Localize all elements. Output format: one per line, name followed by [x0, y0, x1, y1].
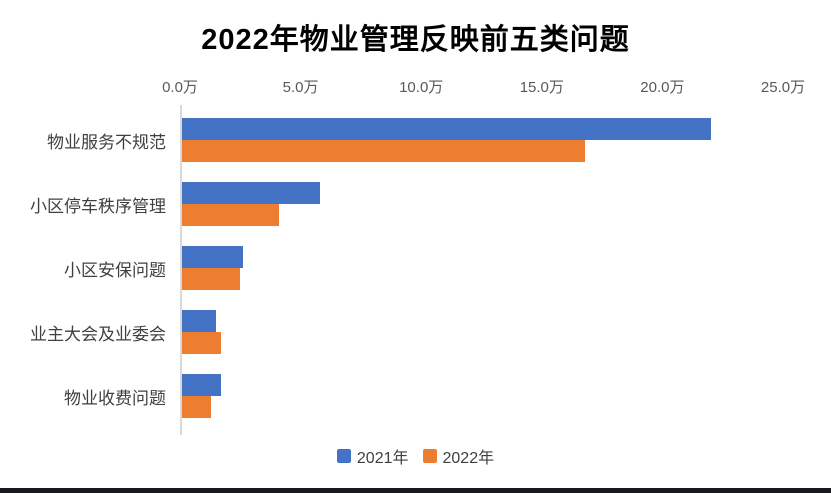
x-tick-label: 5.0万 [282, 79, 319, 96]
bar-2021年 [180, 246, 243, 268]
legend-swatch [336, 449, 351, 463]
bar-2022年 [180, 140, 586, 162]
bar-2021年 [180, 182, 320, 204]
chart-row: 小区停车秩序管理 [0, 182, 783, 226]
bar-group [180, 310, 783, 354]
x-tick-label: 0.0万 [162, 79, 198, 96]
legend-label: 2022年 [442, 450, 495, 467]
plot-area: 物业服务不规范小区停车秩序管理小区安保问题业主大会及业委会物业收费问题 [0, 105, 783, 418]
legend-swatch [422, 449, 437, 463]
x-tick-label: 10.0万 [399, 79, 444, 96]
bar-2021年 [180, 118, 711, 140]
bar-group [180, 118, 783, 162]
bar-2022年 [180, 204, 279, 226]
bar-group [180, 374, 783, 418]
bar-group [180, 182, 783, 226]
category-label: 物业收费问题 [64, 388, 166, 408]
x-tick-label: 25.0万 [760, 79, 806, 96]
chart-row: 业主大会及业委会 [0, 310, 783, 354]
bar-2022年 [180, 396, 212, 418]
window-bottom-edge [0, 488, 831, 493]
bar-2021年 [180, 310, 217, 332]
category-label: 业主大会及业委会 [30, 324, 166, 344]
x-tick-label: 15.0万 [519, 79, 564, 96]
x-axis: 0.0万 5.0万 10.0万 15.0万 20.0万 25.0万 [162, 76, 805, 96]
chart-row: 物业收费问题 [0, 374, 783, 418]
legend-item-2021年: 2021年 [336, 444, 409, 468]
bar-2021年 [180, 374, 221, 396]
y-axis-line [180, 105, 182, 435]
category-label: 物业服务不规范 [47, 132, 166, 152]
bar-group [180, 246, 783, 290]
chart-row: 物业服务不规范 [0, 118, 783, 162]
category-label: 小区停车秩序管理 [30, 196, 166, 216]
legend-item-2022年: 2022年 [422, 444, 495, 468]
chart-title: 2022年物业管理反映前五类问题 [201, 24, 630, 56]
bar-2022年 [180, 268, 241, 290]
chart-row: 小区安保问题 [0, 246, 783, 290]
legend: 2021年 2022年 [0, 444, 831, 468]
legend-label: 2021年 [356, 450, 409, 467]
bar-2022年 [180, 332, 221, 354]
category-label: 小区安保问题 [64, 260, 166, 280]
x-tick-label: 20.0万 [640, 79, 685, 96]
